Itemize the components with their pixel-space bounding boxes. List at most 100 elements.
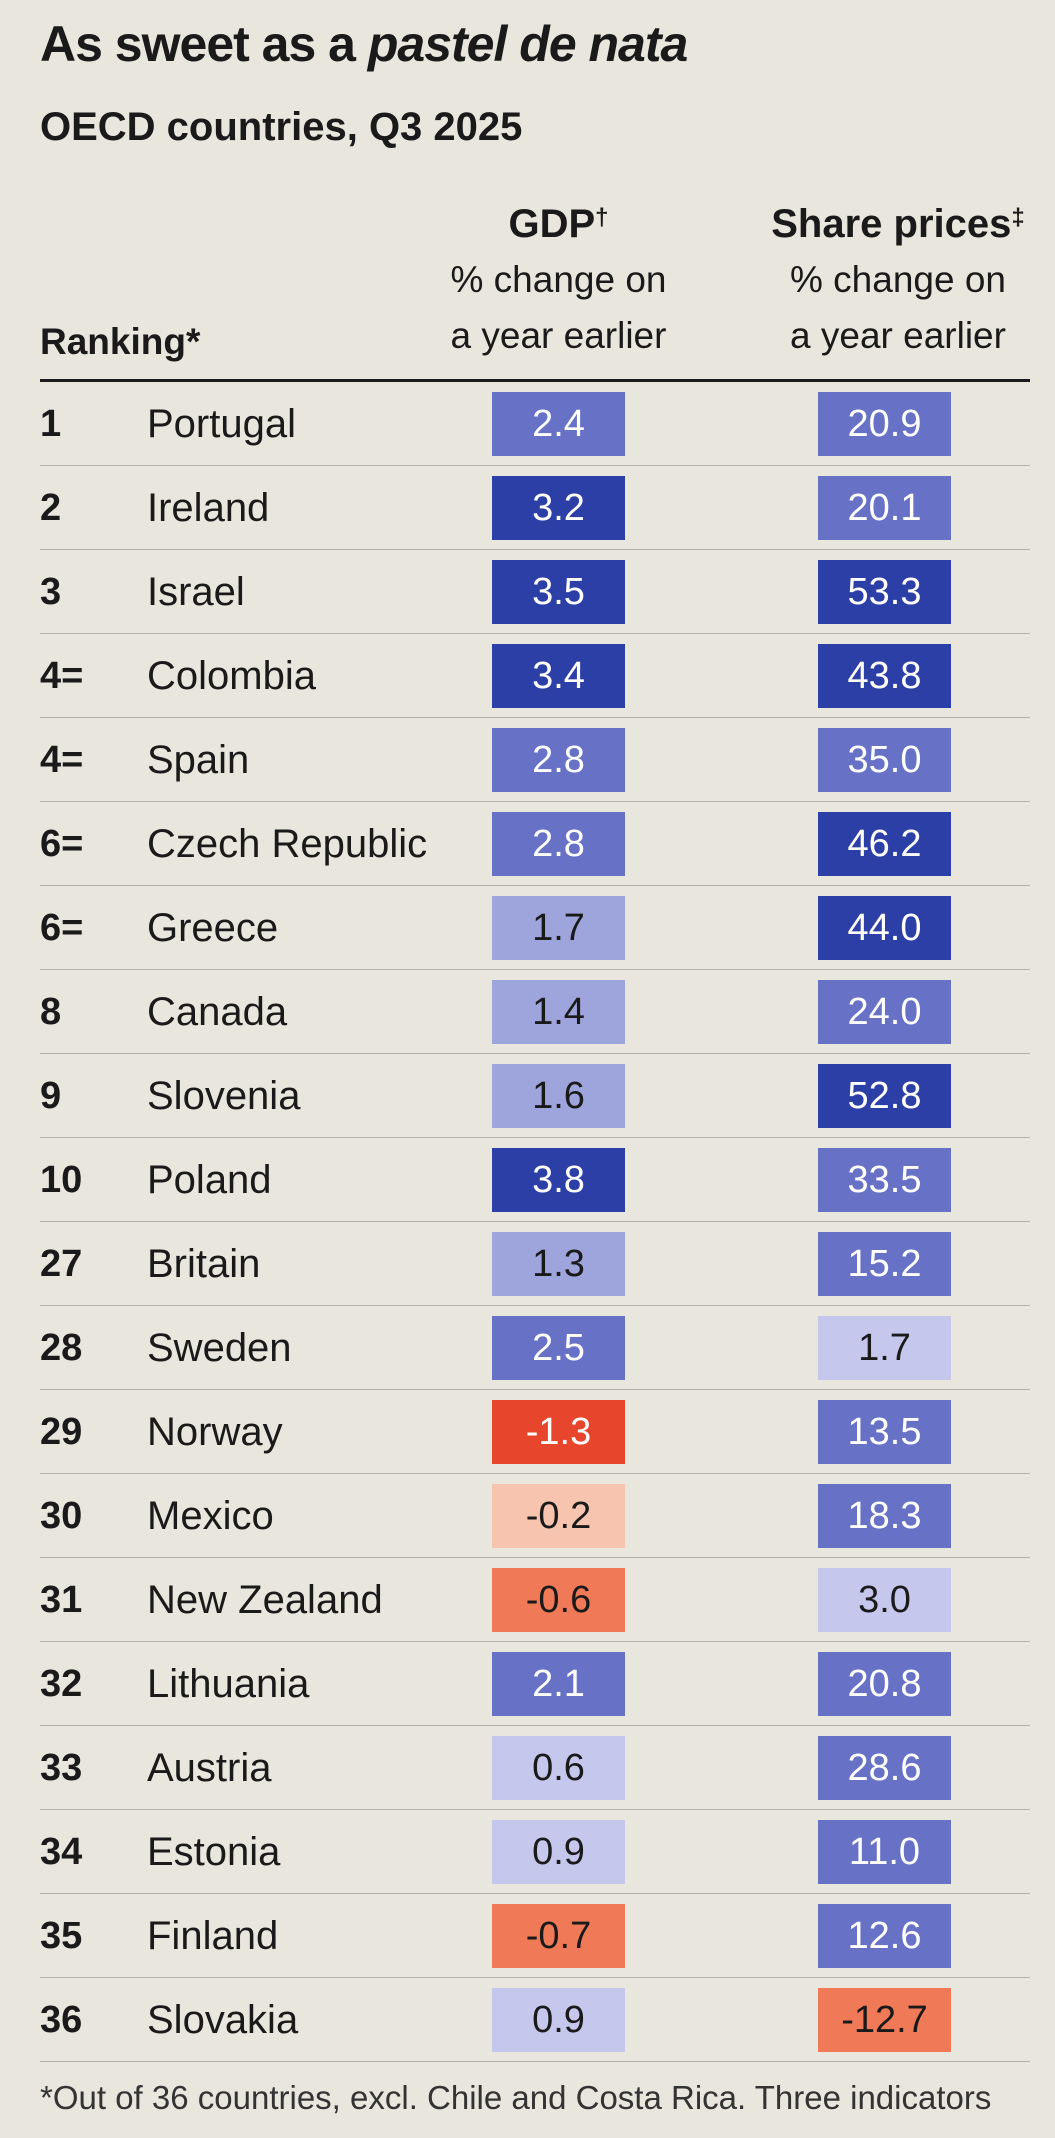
country-cell: Finland (147, 1914, 279, 1958)
table-row: 10 Poland 3.8 33.5 (0, 1138, 1055, 1222)
table-row: 33 Austria 0.6 28.6 (0, 1726, 1055, 1810)
gdp-value-cell: 3.4 (492, 644, 625, 708)
country-cell: Israel (147, 570, 245, 614)
country-cell: Portugal (147, 402, 296, 446)
share-price-value-cell: 53.3 (818, 560, 951, 624)
rank-cell: 3 (40, 571, 62, 613)
gdp-value-cell: 1.4 (492, 980, 625, 1044)
country-cell: Slovakia (147, 1998, 299, 2042)
gdp-value-cell: 2.4 (492, 392, 625, 456)
row-divider (40, 1557, 1030, 1558)
table-row: 36 Slovakia 0.9 -12.7 (0, 1978, 1055, 2062)
share-price-value-cell: 13.5 (818, 1400, 951, 1464)
gdp-value-cell: 2.8 (492, 812, 625, 876)
ranking-header: Ranking* (40, 321, 201, 362)
country-cell: Colombia (147, 654, 316, 698)
share-price-value-cell: 20.8 (818, 1652, 951, 1716)
country-cell: Spain (147, 738, 250, 782)
share-price-value-cell: 28.6 (818, 1736, 951, 1800)
gdp-value-cell: 1.7 (492, 896, 625, 960)
gdp-header-mark: † (595, 204, 609, 231)
gdp-value-cell: -1.3 (492, 1400, 625, 1464)
share-price-value-cell: 1.7 (818, 1316, 951, 1380)
table-row: 3 Israel 3.5 53.3 (0, 550, 1055, 634)
gdp-value-cell: 0.9 (492, 1988, 625, 2052)
gdp-value-cell: 3.8 (492, 1148, 625, 1212)
row-divider (40, 1473, 1030, 1474)
row-divider (40, 717, 1030, 718)
rank-cell: 27 (40, 1243, 83, 1285)
table-row: 6= Greece 1.7 44.0 (0, 886, 1055, 970)
table-row: 30 Mexico -0.2 18.3 (0, 1474, 1055, 1558)
country-cell: Slovenia (147, 1074, 301, 1118)
table-row: 9 Slovenia 1.6 52.8 (0, 1054, 1055, 1138)
footnote: *Out of 36 countries, excl. Chile and Co… (40, 2079, 992, 2116)
table-row: 34 Estonia 0.9 11.0 (0, 1810, 1055, 1894)
gdp-value-cell: -0.6 (492, 1568, 625, 1632)
gdp-value-cell: 3.2 (492, 476, 625, 540)
row-divider (40, 969, 1030, 970)
gdp-header-sub2: a year earlier (450, 315, 667, 356)
gdp-value-cell: 0.9 (492, 1820, 625, 1884)
rank-cell: 9 (40, 1075, 62, 1117)
table-row: 27 Britain 1.3 15.2 (0, 1222, 1055, 1306)
rank-cell: 30 (40, 1495, 83, 1537)
table-row: 35 Finland -0.7 12.6 (0, 1894, 1055, 1978)
share-price-value-cell: 33.5 (818, 1148, 951, 1212)
gdp-value-cell: 3.5 (492, 560, 625, 624)
gdp-header-sub1: % change on (450, 259, 667, 300)
gdp-value-cell: 0.6 (492, 1736, 625, 1800)
row-divider (40, 633, 1030, 634)
row-divider (40, 1221, 1030, 1222)
country-cell: Czech Republic (147, 822, 428, 866)
share-header-sub2: a year earlier (790, 315, 1006, 356)
row-divider (40, 1053, 1030, 1054)
rank-cell: 34 (40, 1831, 83, 1873)
share-price-value-cell: 43.8 (818, 644, 951, 708)
header-rule (40, 379, 1030, 382)
chart-subtitle: OECD countries, Q3 2025 (40, 105, 523, 149)
row-divider (40, 1725, 1030, 1726)
row-divider (40, 2061, 1030, 2062)
gdp-value-cell: 2.1 (492, 1652, 625, 1716)
table-row: 1 Portugal 2.4 20.9 (0, 382, 1055, 466)
country-cell: Lithuania (147, 1662, 310, 1706)
share-price-value-cell: 15.2 (818, 1232, 951, 1296)
share-price-value-cell: 20.9 (818, 392, 951, 456)
gdp-value-cell: 1.6 (492, 1064, 625, 1128)
rank-cell: 8 (40, 991, 62, 1033)
country-cell: Ireland (147, 486, 270, 530)
rank-cell: 35 (40, 1915, 83, 1957)
share-price-value-cell: 24.0 (818, 980, 951, 1044)
share-header-label: Share prices (771, 202, 1012, 246)
share-price-value-cell: 3.0 (818, 1568, 951, 1632)
table-row: 32 Lithuania 2.1 20.8 (0, 1642, 1055, 1726)
table-row: 4= Colombia 3.4 43.8 (0, 634, 1055, 718)
title-text: As sweet as a (40, 16, 368, 72)
rank-cell: 1 (40, 403, 62, 445)
table-row: 2 Ireland 3.2 20.1 (0, 466, 1055, 550)
rank-cell: 29 (40, 1411, 83, 1453)
share-price-value-cell: 18.3 (818, 1484, 951, 1548)
share-column-header: Share prices‡ % change on a year earlier (764, 196, 1032, 364)
rank-cell: 2 (40, 487, 62, 529)
country-cell: Sweden (147, 1326, 292, 1370)
rank-cell: 36 (40, 1999, 83, 2041)
rank-cell: 10 (40, 1159, 83, 1201)
table-row: 29 Norway -1.3 13.5 (0, 1390, 1055, 1474)
country-cell: Austria (147, 1746, 272, 1790)
row-divider (40, 1641, 1030, 1642)
gdp-header-title: GDP† (418, 196, 699, 252)
share-price-value-cell: 20.1 (818, 476, 951, 540)
row-divider (40, 1305, 1030, 1306)
row-divider (40, 1977, 1030, 1978)
share-price-value-cell: 11.0 (818, 1820, 951, 1884)
country-cell: Mexico (147, 1494, 274, 1538)
gdp-column-header: GDP† % change on a year earlier (418, 196, 699, 364)
rank-cell: 32 (40, 1663, 83, 1705)
rank-cell: 6= (40, 907, 84, 949)
rank-cell: 28 (40, 1327, 83, 1369)
row-divider (40, 801, 1030, 802)
share-price-value-cell: 46.2 (818, 812, 951, 876)
rank-cell: 31 (40, 1579, 83, 1621)
